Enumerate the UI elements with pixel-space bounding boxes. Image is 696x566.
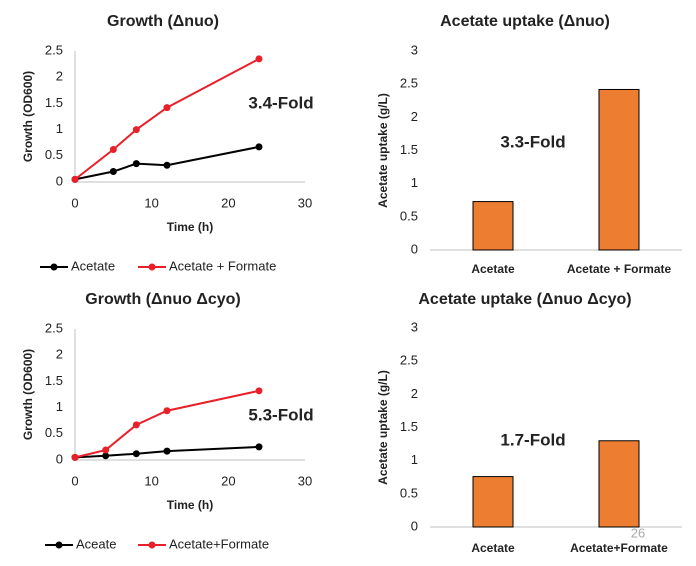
x-tick-label: 10 (144, 195, 158, 210)
data-point (102, 452, 110, 460)
data-point (255, 387, 263, 395)
y-tick-label: 2.5 (45, 42, 63, 57)
y-tick-label: 1 (56, 121, 63, 136)
y-tick-label: 2.5 (400, 353, 418, 368)
y-axis-label: Acetate uptake (g/L) (376, 370, 390, 485)
y-axis-label: Acetate uptake (g/L) (376, 93, 390, 208)
y-axis-label: Growth (OD600) (21, 71, 35, 162)
data-point (163, 447, 171, 455)
y-tick-label: 1 (411, 175, 418, 190)
y-tick-label: 2 (56, 69, 63, 84)
y-tick-label: 0 (411, 241, 418, 256)
y-tick-label: 1.5 (400, 419, 418, 434)
data-point (102, 446, 110, 454)
data-point (255, 143, 263, 151)
chart-title: Growth (Δnuo) (107, 13, 219, 30)
x-tick-label: 20 (221, 195, 235, 210)
data-point (109, 168, 117, 176)
chart-title: Acetate uptake (Δnuo Δcyo) (418, 291, 631, 308)
y-tick-label: 1.5 (400, 142, 418, 157)
annotation: 1.7-Fold (500, 430, 565, 449)
y-tick-label: 0.5 (400, 208, 418, 223)
y-tick-label: 1.5 (45, 95, 63, 110)
y-tick-label: 3 (411, 319, 418, 334)
y-tick-label: 2 (411, 109, 418, 124)
bar (598, 88, 640, 251)
y-tick-label: 3 (411, 42, 418, 57)
x-tick-label: Acetate+Formate (570, 541, 668, 555)
y-tick-label: 0.5 (45, 425, 63, 440)
bar (472, 201, 514, 251)
legend-label: Acetate (71, 258, 115, 273)
data-point (255, 443, 263, 451)
y-tick-label: 2 (56, 347, 63, 362)
x-tick-label: Acetate (471, 262, 515, 276)
data-point (71, 175, 79, 183)
y-tick-label: 2 (411, 386, 418, 401)
y-tick-label: 0 (411, 518, 418, 533)
y-tick-label: 0.5 (45, 147, 63, 162)
bar (472, 476, 514, 528)
y-tick-label: 0 (56, 173, 63, 188)
x-axis-label: Time (h) (167, 220, 213, 234)
data-point (71, 453, 79, 461)
legend-marker (50, 263, 58, 271)
slide-number: 26 (631, 525, 645, 540)
x-axis-label: Time (h) (167, 498, 213, 512)
y-tick-label: 2.5 (400, 76, 418, 91)
x-tick-label: 0 (71, 195, 78, 210)
data-point (132, 126, 140, 134)
bar (598, 440, 640, 528)
y-tick-label: 1.5 (45, 373, 63, 388)
y-tick-label: 1 (56, 399, 63, 414)
x-tick-label: 0 (71, 473, 78, 488)
data-point (132, 160, 140, 168)
x-tick-label: 20 (221, 473, 235, 488)
x-tick-label: Acetate (471, 541, 515, 555)
annotation: 3.3-Fold (500, 132, 565, 151)
x-tick-label: 10 (144, 473, 158, 488)
data-point (163, 407, 171, 415)
data-point (132, 421, 140, 429)
annotation: 5.3-Fold (248, 405, 313, 424)
y-tick-label: 0.5 (400, 485, 418, 500)
y-tick-label: 1 (411, 452, 418, 467)
chart-title: Acetate uptake (Δnuo) (440, 13, 610, 30)
y-axis-label: Growth (OD600) (21, 349, 35, 440)
legend-label: Aceate (76, 536, 116, 551)
legend-label: Acetate + Formate (169, 258, 276, 273)
x-tick-label: Acetate + Formate (567, 262, 672, 276)
series-line (74, 57, 260, 181)
y-tick-label: 2.5 (45, 320, 63, 335)
legend-marker (148, 541, 156, 549)
legend-label: Acetate+Formate (169, 536, 269, 551)
data-point (109, 146, 117, 154)
annotation: 3.4-Fold (248, 93, 313, 112)
y-tick-label: 0 (56, 451, 63, 466)
data-point (255, 55, 263, 63)
data-point (163, 161, 171, 169)
x-tick-label: 30 (298, 195, 312, 210)
x-tick-label: 30 (298, 473, 312, 488)
legend-marker (148, 263, 156, 271)
legend-marker (55, 541, 63, 549)
chart-title: Growth (Δnuo Δcyo) (85, 291, 240, 308)
data-point (163, 104, 171, 112)
data-point (132, 450, 140, 458)
